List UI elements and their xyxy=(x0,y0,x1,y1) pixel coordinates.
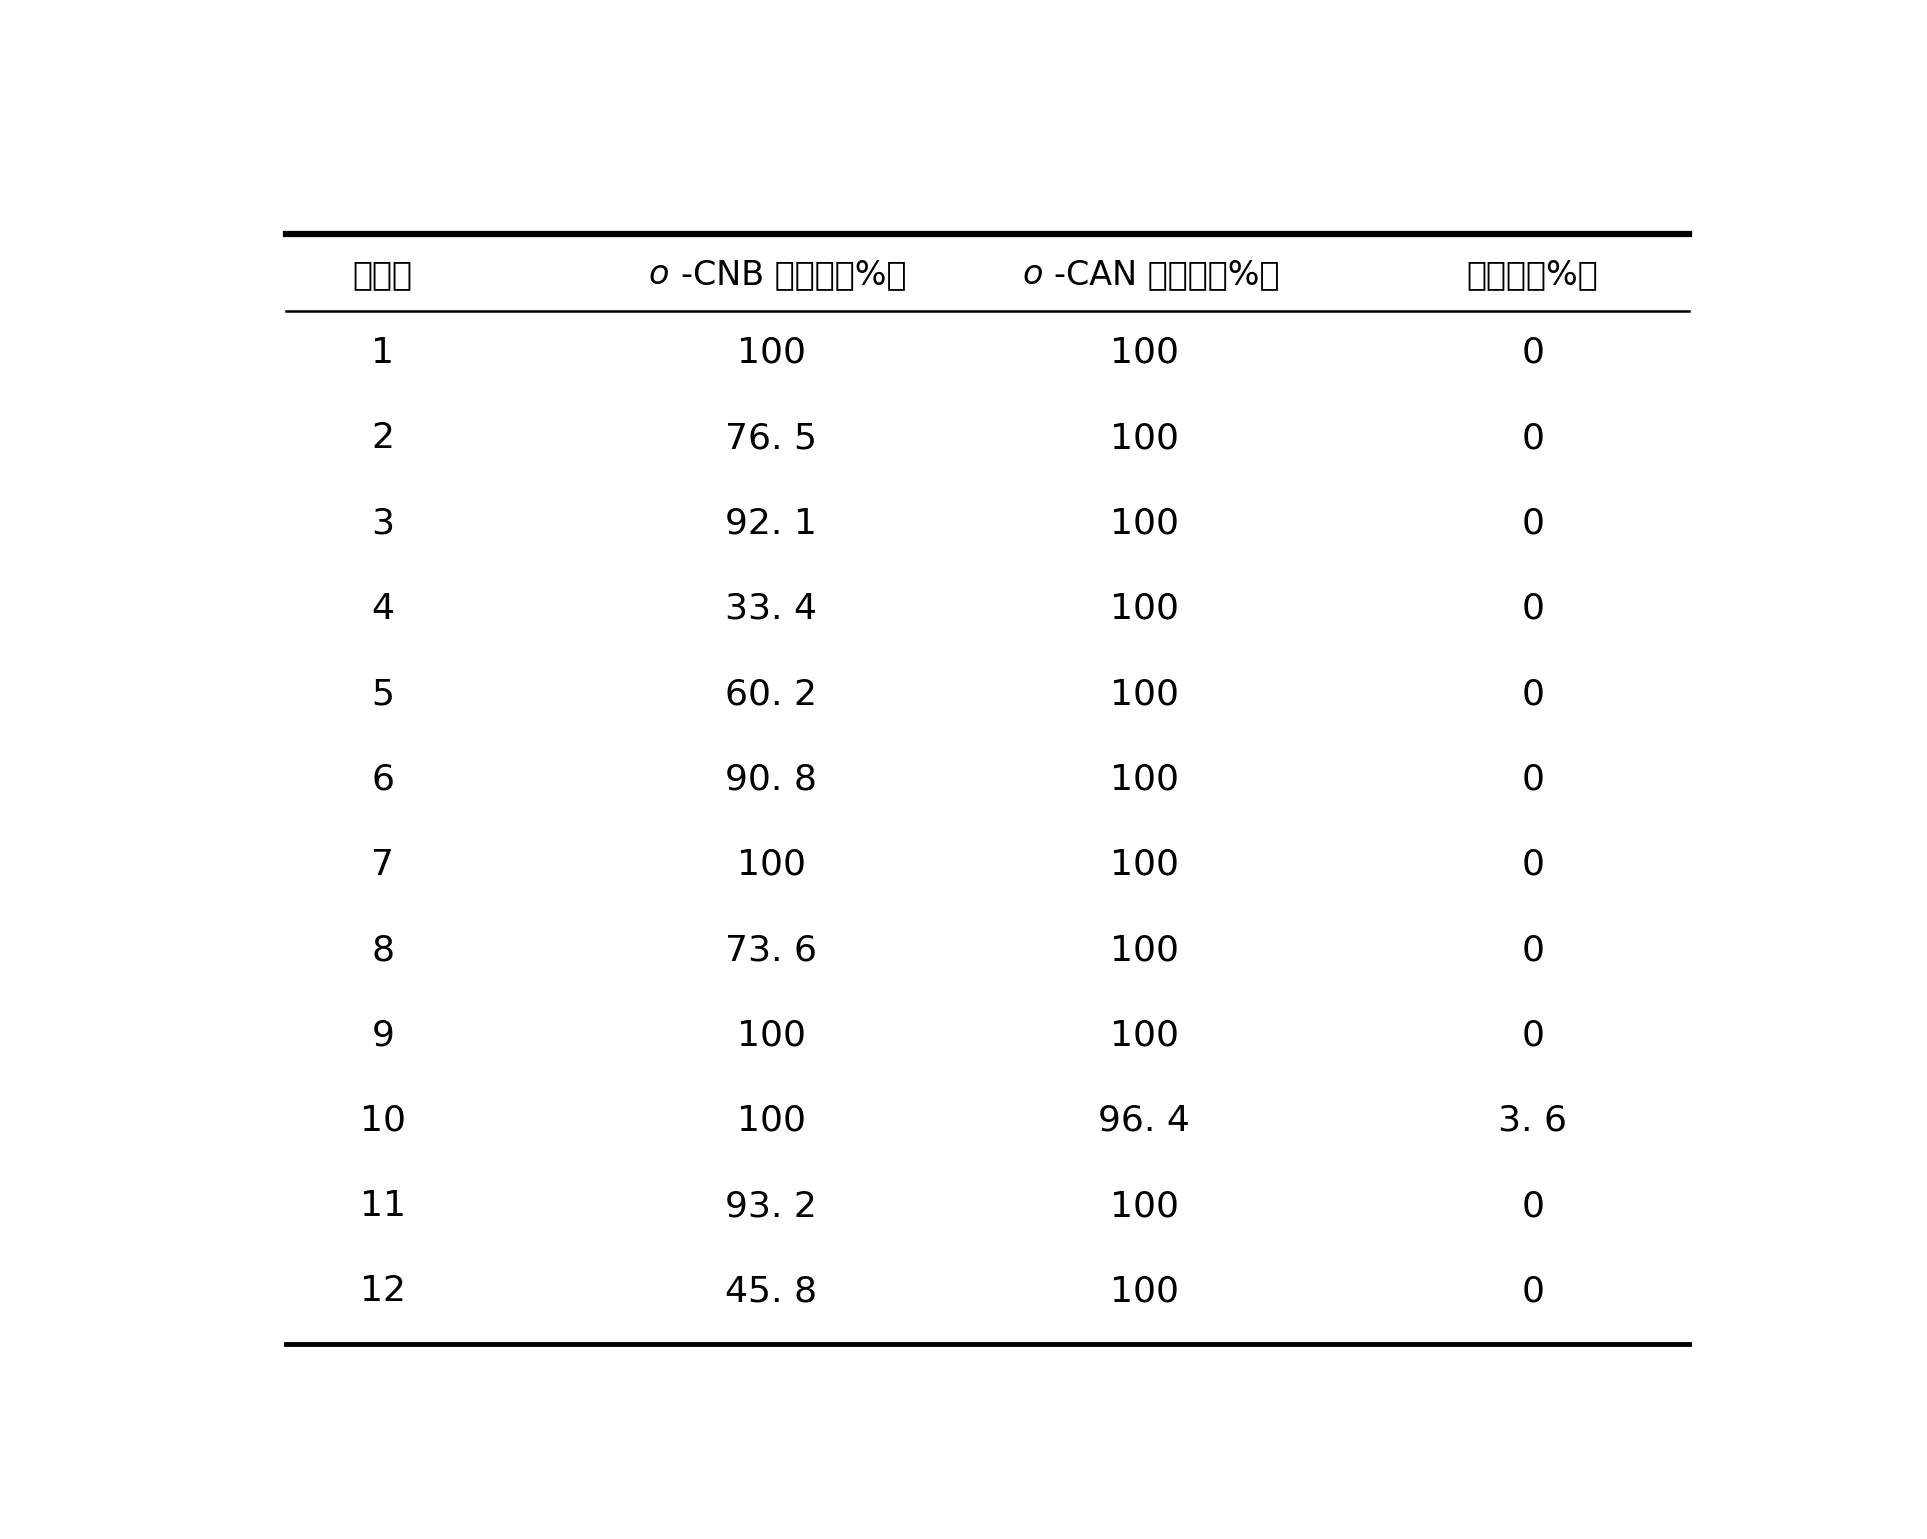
Text: 33. 4: 33. 4 xyxy=(725,593,817,626)
Text: -CNB 转化率（%）: -CNB 转化率（%） xyxy=(680,259,906,291)
Text: 1: 1 xyxy=(372,336,395,369)
Text: 实施例: 实施例 xyxy=(353,259,412,291)
Text: 0: 0 xyxy=(1520,1190,1544,1224)
Text: 0: 0 xyxy=(1520,593,1544,626)
Text: 8: 8 xyxy=(372,933,395,966)
Text: 0: 0 xyxy=(1520,762,1544,797)
Text: 100: 100 xyxy=(1110,1274,1179,1308)
Text: 100: 100 xyxy=(736,336,805,369)
Text: 12: 12 xyxy=(360,1274,407,1308)
Text: 100: 100 xyxy=(1110,506,1179,540)
Text: 100: 100 xyxy=(1110,593,1179,626)
Text: 0: 0 xyxy=(1520,1274,1544,1308)
Text: 6: 6 xyxy=(372,762,395,797)
Text: 0: 0 xyxy=(1520,1019,1544,1053)
Text: 7: 7 xyxy=(372,848,395,882)
Text: 100: 100 xyxy=(1110,933,1179,966)
Text: 92. 1: 92. 1 xyxy=(725,506,817,540)
Text: 73. 6: 73. 6 xyxy=(725,933,817,966)
Text: 4: 4 xyxy=(372,593,395,626)
Text: 0: 0 xyxy=(1520,336,1544,369)
Text: 10: 10 xyxy=(360,1103,407,1137)
Text: 3: 3 xyxy=(372,506,395,540)
Text: 100: 100 xyxy=(1110,1190,1179,1224)
Text: 100: 100 xyxy=(736,1103,805,1137)
Text: 0: 0 xyxy=(1520,506,1544,540)
Text: 96. 4: 96. 4 xyxy=(1098,1103,1191,1137)
Text: 3. 6: 3. 6 xyxy=(1497,1103,1567,1137)
Text: 100: 100 xyxy=(736,1019,805,1053)
Text: 11: 11 xyxy=(360,1190,407,1224)
Text: o: o xyxy=(649,259,669,291)
Text: 100: 100 xyxy=(1110,422,1179,456)
Text: 0: 0 xyxy=(1520,848,1544,882)
Text: 100: 100 xyxy=(1110,1019,1179,1053)
Text: 9: 9 xyxy=(372,1019,395,1053)
Text: 0: 0 xyxy=(1520,422,1544,456)
Text: 45. 8: 45. 8 xyxy=(725,1274,817,1308)
Text: 76. 5: 76. 5 xyxy=(725,422,817,456)
Text: 0: 0 xyxy=(1520,933,1544,966)
Text: 5: 5 xyxy=(372,677,395,711)
Text: 90. 8: 90. 8 xyxy=(725,762,817,797)
Text: o: o xyxy=(1021,259,1043,291)
Text: 100: 100 xyxy=(1110,762,1179,797)
Text: 100: 100 xyxy=(736,848,805,882)
Text: 脱氯率（%）: 脱氯率（%） xyxy=(1466,259,1599,291)
Text: -CAN 选择性（%）: -CAN 选择性（%） xyxy=(1054,259,1280,291)
Text: 0: 0 xyxy=(1520,677,1544,711)
Text: 100: 100 xyxy=(1110,677,1179,711)
Text: 2: 2 xyxy=(372,422,395,456)
Text: 100: 100 xyxy=(1110,848,1179,882)
Text: 93. 2: 93. 2 xyxy=(725,1190,817,1224)
Text: 60. 2: 60. 2 xyxy=(725,677,817,711)
Text: 100: 100 xyxy=(1110,336,1179,369)
